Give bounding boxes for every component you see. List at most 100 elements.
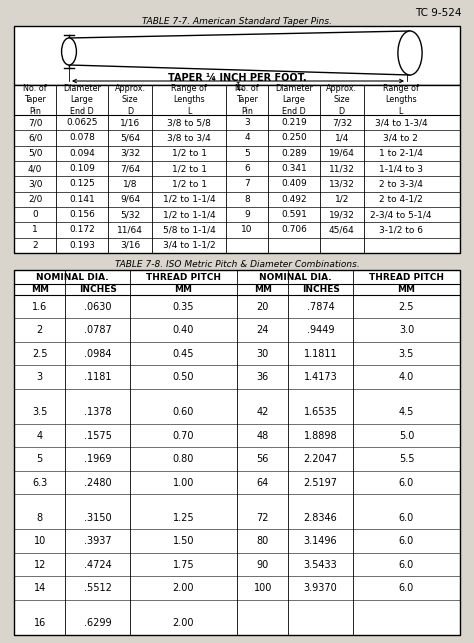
Text: 1-1/4 to 3: 1-1/4 to 3	[379, 164, 423, 173]
Text: 4/0: 4/0	[28, 164, 42, 173]
Text: 0.341: 0.341	[281, 164, 307, 173]
Text: 2/0: 2/0	[28, 195, 42, 204]
Text: TAPER ¼ INCH PER FOOT.: TAPER ¼ INCH PER FOOT.	[168, 73, 306, 83]
Text: 5.0: 5.0	[399, 431, 414, 440]
Text: Diameter
Large
End D: Diameter Large End D	[275, 84, 313, 116]
Text: 36: 36	[256, 372, 269, 382]
Text: 0.193: 0.193	[69, 241, 95, 250]
Text: .5512: .5512	[84, 583, 111, 593]
Text: 2.8346: 2.8346	[304, 512, 337, 523]
Text: .4724: .4724	[84, 559, 111, 570]
Text: 3.5: 3.5	[32, 407, 47, 417]
Text: 3: 3	[36, 372, 43, 382]
Text: 5/8 to 1-1/4: 5/8 to 1-1/4	[163, 226, 215, 235]
Text: 2 to 3-3/4: 2 to 3-3/4	[379, 179, 423, 188]
Text: 1: 1	[32, 226, 38, 235]
Text: 1/2 to 1: 1/2 to 1	[172, 149, 207, 158]
Text: 0.219: 0.219	[281, 118, 307, 127]
Text: 24: 24	[256, 325, 269, 335]
Text: 16: 16	[34, 619, 46, 628]
Text: .1969: .1969	[84, 454, 111, 464]
Text: THREAD PITCH: THREAD PITCH	[369, 273, 444, 282]
Text: 3/4 to 1-3/4: 3/4 to 1-3/4	[374, 118, 427, 127]
Bar	[14, 270, 460, 635]
Text: 2-3/4 to 5-1/4: 2-3/4 to 5-1/4	[370, 210, 432, 219]
Text: 13/32: 13/32	[329, 179, 355, 188]
Text: 100: 100	[254, 583, 272, 593]
Text: 0.35: 0.35	[173, 302, 194, 312]
Text: 6.0: 6.0	[399, 583, 414, 593]
Text: No. of
Taper
Pin: No. of Taper Pin	[23, 84, 47, 116]
Text: 30: 30	[256, 349, 269, 359]
Text: 1/8: 1/8	[123, 179, 137, 188]
Text: MM: MM	[31, 285, 49, 294]
Text: 7/0: 7/0	[28, 118, 43, 127]
Text: 48: 48	[256, 431, 269, 440]
Text: 3/4 to 1-1/2: 3/4 to 1-1/2	[163, 241, 215, 250]
Text: 4: 4	[36, 431, 43, 440]
Text: 6.0: 6.0	[399, 536, 414, 546]
Text: 4: 4	[244, 134, 250, 143]
Text: .2480: .2480	[84, 478, 111, 487]
Text: 3.5: 3.5	[399, 349, 414, 359]
Text: 6: 6	[244, 164, 250, 173]
Text: 1/4: 1/4	[335, 134, 349, 143]
Text: 2.2047: 2.2047	[304, 454, 337, 464]
Text: 14: 14	[34, 583, 46, 593]
Text: MM: MM	[254, 285, 272, 294]
Text: .0630: .0630	[84, 302, 111, 312]
Text: 0.125: 0.125	[69, 179, 95, 188]
Text: 90: 90	[256, 559, 269, 570]
Text: 1.25: 1.25	[173, 512, 194, 523]
Text: 4.0: 4.0	[399, 372, 414, 382]
Text: 0.156: 0.156	[69, 210, 95, 219]
Text: 1 to 2-1/4: 1 to 2-1/4	[379, 149, 423, 158]
Text: 3/0: 3/0	[28, 179, 43, 188]
Text: 2: 2	[32, 241, 38, 250]
Text: 0.141: 0.141	[69, 195, 95, 204]
Text: 80: 80	[256, 536, 269, 546]
Text: 1/2: 1/2	[335, 195, 349, 204]
Text: .3150: .3150	[84, 512, 111, 523]
Text: Approx.
Size
D: Approx. Size D	[326, 84, 357, 116]
Text: 1.8898: 1.8898	[304, 431, 337, 440]
Text: 6.0: 6.0	[399, 559, 414, 570]
Text: .0984: .0984	[84, 349, 111, 359]
Text: 3.5433: 3.5433	[304, 559, 337, 570]
Text: 0.289: 0.289	[281, 149, 307, 158]
Text: 20: 20	[256, 302, 269, 312]
Text: 2 to 4-1/2: 2 to 4-1/2	[379, 195, 423, 204]
Text: 2: 2	[36, 325, 43, 335]
Text: 72: 72	[256, 512, 269, 523]
Text: 42: 42	[256, 407, 269, 417]
Text: TABLE 7-7. American Standard Taper Pins.: TABLE 7-7. American Standard Taper Pins.	[142, 17, 332, 26]
Text: 0.50: 0.50	[173, 372, 194, 382]
Text: 10: 10	[34, 536, 46, 546]
Text: INCHES: INCHES	[79, 285, 117, 294]
Text: NOMINAL DIA.: NOMINAL DIA.	[259, 273, 331, 282]
Text: 5: 5	[36, 454, 43, 464]
Text: 1.75: 1.75	[173, 559, 194, 570]
Text: 5/0: 5/0	[28, 149, 43, 158]
Text: 1/2 to 1: 1/2 to 1	[172, 179, 207, 188]
Text: 0: 0	[32, 210, 38, 219]
Text: 2.5197: 2.5197	[304, 478, 337, 487]
Text: .1181: .1181	[84, 372, 111, 382]
Text: 1.50: 1.50	[173, 536, 194, 546]
Text: 11/32: 11/32	[329, 164, 355, 173]
Text: 0.0625: 0.0625	[66, 118, 98, 127]
Text: 3.9370: 3.9370	[304, 583, 337, 593]
Text: 1/16: 1/16	[120, 118, 140, 127]
Text: MM: MM	[398, 285, 416, 294]
Text: 11/64: 11/64	[117, 226, 143, 235]
Text: 5/32: 5/32	[120, 210, 140, 219]
Text: 8: 8	[36, 512, 43, 523]
Text: 19/32: 19/32	[329, 210, 355, 219]
Text: 1.00: 1.00	[173, 478, 194, 487]
Bar	[14, 26, 460, 85]
Text: 2.00: 2.00	[173, 583, 194, 593]
Text: 0.094: 0.094	[69, 149, 95, 158]
Text: 3.0: 3.0	[399, 325, 414, 335]
Text: 2.00: 2.00	[173, 619, 194, 628]
Text: 1.4173: 1.4173	[304, 372, 337, 382]
